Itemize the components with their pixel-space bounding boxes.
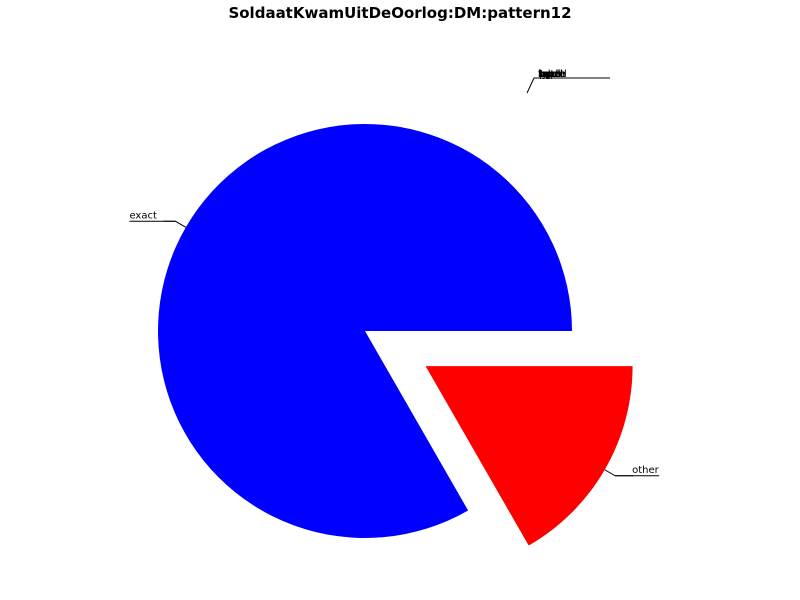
pie-label-other: other xyxy=(632,465,660,476)
stacked-label-open: open xyxy=(540,69,565,80)
pie-slice-other xyxy=(425,366,633,546)
leader-line-exact xyxy=(163,220,187,228)
stacked-label-batch: batch xyxy=(538,69,566,80)
stacked-label-typed: typed xyxy=(538,69,567,80)
pie-label-exact: exact xyxy=(129,210,157,221)
leader-line-other xyxy=(604,469,634,477)
stacked-label-bpel: bpel xyxy=(539,69,561,80)
chart-title: SoldaatKwamUitDeOorlog:DM:pattern12 xyxy=(228,4,572,22)
stacked-label-ppd: ppd xyxy=(539,69,558,80)
stacked-leader-line xyxy=(526,77,610,94)
stacked-label-lop: lop xyxy=(538,69,553,80)
pie-slice-exact xyxy=(158,124,573,539)
stacked-label-tuple: tuple xyxy=(540,69,566,80)
stacked-label-label: label xyxy=(539,69,563,80)
